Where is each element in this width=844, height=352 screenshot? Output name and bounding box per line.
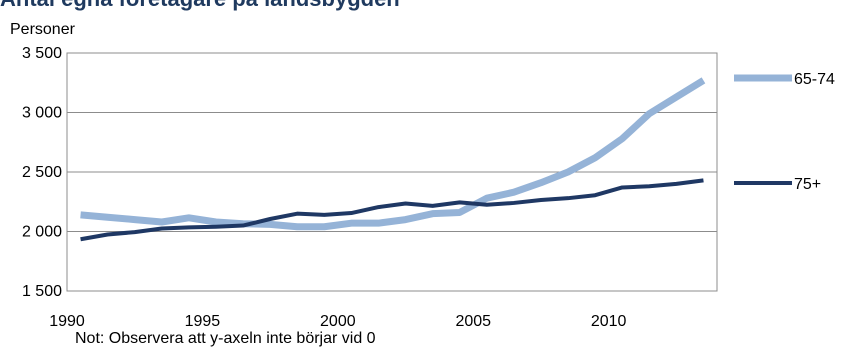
x-tick-label-2005: 2005 xyxy=(455,313,491,330)
x-tick-label-1990: 1990 xyxy=(49,313,85,330)
legend-label-65-74: 65-74 xyxy=(794,71,835,88)
y-axis-label: Personer xyxy=(10,21,75,38)
series-line-75+ xyxy=(80,178,704,242)
plot-area xyxy=(66,52,718,292)
y-tick-label-3500: 3 500 xyxy=(22,45,62,62)
chart-heading: Antal egna företagare på landsbygden xyxy=(0,0,400,12)
y-tick-label-2000: 2 000 xyxy=(22,224,62,241)
y-tick-label-2500: 2 500 xyxy=(22,164,62,181)
series-line-65-74 xyxy=(80,77,706,231)
x-tick-label-2010: 2010 xyxy=(591,313,627,330)
legend-label-75+: 75+ xyxy=(794,176,821,193)
y-tick-label-1500: 1 500 xyxy=(22,283,62,300)
x-tick-label-1995: 1995 xyxy=(185,313,221,330)
y-tick-label-3000: 3 000 xyxy=(22,105,62,122)
x-tick-label-2000: 2000 xyxy=(320,313,356,330)
chart-footnote: Not: Observera att y-axeln inte börjar v… xyxy=(75,330,376,347)
